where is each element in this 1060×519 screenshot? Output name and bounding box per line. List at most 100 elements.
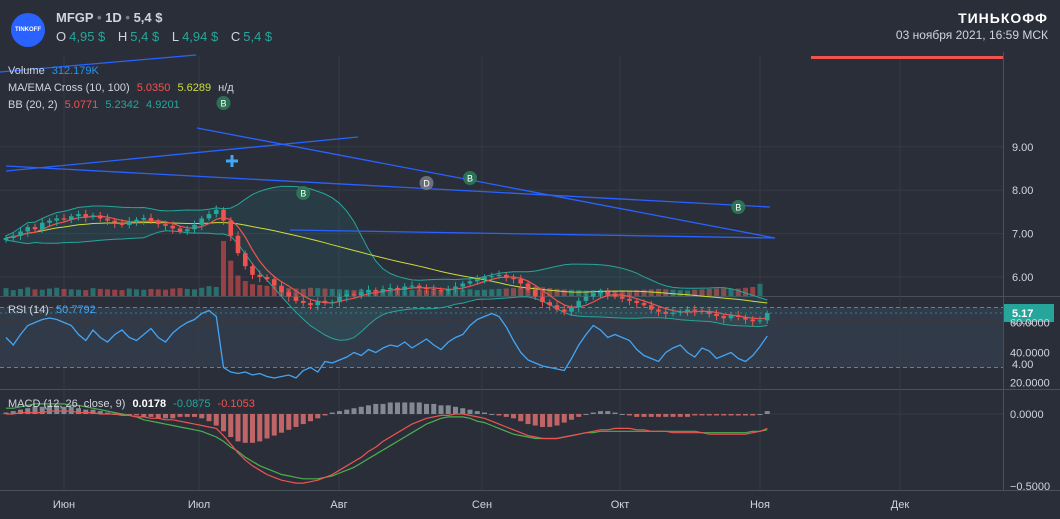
macd-histogram-bar xyxy=(344,409,350,414)
macd-histogram-bar xyxy=(39,406,45,414)
volume-bar xyxy=(32,289,38,296)
candle-body xyxy=(416,285,422,288)
candle-body xyxy=(387,287,393,290)
rsi-tick-label: 20.0000 xyxy=(1010,378,1050,390)
candle-body xyxy=(228,220,234,236)
macd-histogram-bar xyxy=(242,414,248,443)
candle-body xyxy=(300,300,306,304)
symbol-name[interactable]: MFGP xyxy=(56,10,94,25)
candle-body xyxy=(627,298,632,301)
macd-histogram-bar xyxy=(213,414,219,426)
volume-bar xyxy=(735,288,741,296)
macd-histogram-bar xyxy=(351,408,357,414)
macd-histogram-bar xyxy=(547,414,553,427)
volume-bar xyxy=(206,286,212,296)
signal-marker-label: B xyxy=(735,203,741,213)
volume-bar xyxy=(199,287,205,296)
candle-body xyxy=(699,310,705,312)
macd-histogram-bar xyxy=(18,409,23,414)
macd-histogram-bar xyxy=(605,411,611,414)
volume-bar xyxy=(561,289,567,296)
volume-bar xyxy=(177,288,183,296)
macd-tick-label: 0.0000 xyxy=(1010,409,1044,421)
volume-bar xyxy=(692,289,698,296)
candle-body xyxy=(32,227,38,230)
macd-histogram-bar xyxy=(619,414,625,415)
candle-body xyxy=(656,309,661,312)
rsi-line xyxy=(5,309,768,379)
volume-bar xyxy=(757,283,763,296)
macd-histogram-bar xyxy=(366,405,371,414)
time-tick-label: Дек xyxy=(891,499,910,511)
macd-histogram-bar xyxy=(32,406,38,414)
cursor-cross-icon xyxy=(226,155,238,167)
macd-histogram-bar xyxy=(540,414,545,427)
volume-bar xyxy=(518,286,524,296)
candle-body xyxy=(322,300,328,304)
volume-bar xyxy=(155,289,161,296)
candle-body xyxy=(76,214,81,217)
volume-bar xyxy=(677,290,683,296)
volume-bar xyxy=(25,287,31,296)
macd-histogram-bar xyxy=(511,414,516,419)
legend-macd[interactable]: MACD (12, 26, close, 9) 0.0178 -0.0875 -… xyxy=(8,398,255,410)
candle-body xyxy=(677,311,683,313)
macd-histogram-bar xyxy=(728,414,734,416)
volume-bar xyxy=(706,288,712,296)
candle-body xyxy=(402,286,408,291)
candle-body xyxy=(54,218,60,221)
volume-bar xyxy=(721,288,727,296)
volume-bar xyxy=(337,289,342,296)
candle-body xyxy=(489,276,495,278)
candle-body xyxy=(482,277,487,280)
ohlc-readout: O 4,95 $ H 5,4 $ L 4,94 $ C 5,4 $ xyxy=(56,29,273,44)
candle-body xyxy=(641,303,647,306)
legend-bb[interactable]: BB (20, 2) 5.0771 5.2342 4.9201 xyxy=(8,99,180,111)
candle-body xyxy=(271,279,277,286)
symbol-header: MFGP • 1D • 5,4 $ xyxy=(56,10,163,25)
candle-body xyxy=(648,305,654,310)
macd-histogram-bar xyxy=(663,414,669,417)
macd-histogram-bar xyxy=(134,414,139,416)
macd-histogram-bar xyxy=(286,414,292,430)
candle-body xyxy=(264,277,270,280)
interval-label[interactable]: 1D xyxy=(105,10,122,25)
volume-bar xyxy=(54,287,60,296)
volume-bar xyxy=(228,260,234,296)
time-tick-label: Авг xyxy=(330,499,347,511)
signal-marker xyxy=(296,186,311,200)
macd-histogram-bar xyxy=(373,403,379,414)
price-tick-label: 6.00 xyxy=(1012,272,1033,284)
volume-bar xyxy=(685,290,690,296)
volume-bar xyxy=(47,288,52,296)
macd-histogram-bar xyxy=(271,414,277,436)
volume-bar xyxy=(293,288,299,296)
candle-body xyxy=(540,296,545,303)
candle-body xyxy=(279,285,284,293)
time-tick-label: Июл xyxy=(188,499,210,511)
legend-volume[interactable]: Volume 312.179K xyxy=(8,65,99,77)
macd-histogram-bar xyxy=(76,408,81,414)
signal-marker xyxy=(463,171,477,185)
volume-bar xyxy=(482,289,487,296)
brand-name: ТИНЬКОФФ xyxy=(958,10,1048,26)
macd-histogram-bar xyxy=(641,414,647,417)
macd-histogram-bar xyxy=(90,409,96,414)
macd-histogram-bar xyxy=(627,414,632,416)
macd-histogram-bar xyxy=(163,414,168,419)
legend-ma-ema[interactable]: MA/EMA Cross (10, 100) 5.0350 5.6289 н/д xyxy=(8,82,234,94)
macd-histogram-bar xyxy=(329,412,335,414)
macd-histogram-bar xyxy=(750,414,756,416)
volume-bar xyxy=(148,288,154,296)
legend-rsi[interactable]: RSI (14) 50.7792 xyxy=(8,304,96,316)
candle-body xyxy=(380,289,386,291)
macd-histogram-bar xyxy=(554,414,560,426)
rsi-pane xyxy=(0,297,1003,389)
volume-bar xyxy=(134,289,139,296)
macd-histogram-bar xyxy=(743,414,748,416)
candle-body xyxy=(337,296,342,303)
macd-histogram-bar xyxy=(525,414,531,425)
volume-bar xyxy=(322,288,328,296)
macd-histogram-bar xyxy=(416,402,422,414)
